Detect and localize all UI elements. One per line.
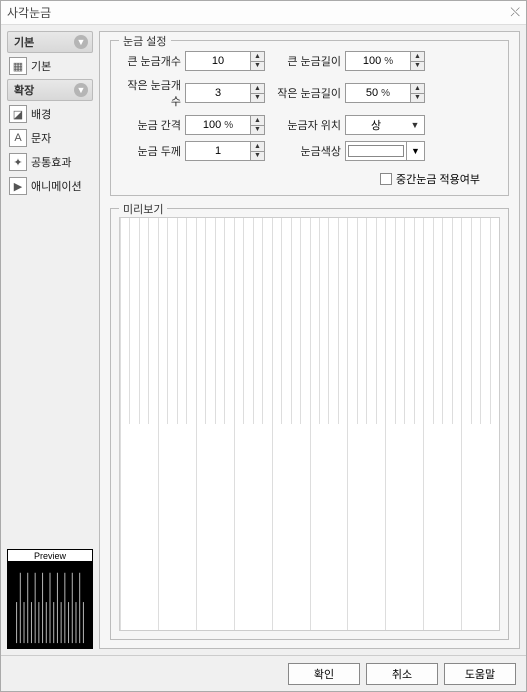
ok-button[interactable]: 확인	[288, 663, 360, 685]
spin-minor-count[interactable]: 3 ▲▼	[185, 83, 265, 103]
sidebar-section-label: 기본	[14, 34, 34, 50]
checkbox-label: 중간눈금 적용여부	[396, 171, 480, 187]
settings-fieldset: 눈금 설정 큰 눈금개수 10 ▲▼ 큰 눈금길이	[110, 40, 509, 196]
spinner-arrows[interactable]: ▲▼	[410, 52, 424, 70]
label-color: 눈금색상	[273, 143, 341, 159]
preview-fieldset: 미리보기	[110, 208, 509, 640]
sidebar-item-label: 공통효과	[31, 154, 71, 170]
spinner-arrows[interactable]: ▲▼	[250, 142, 264, 160]
sidebar-item-background[interactable]: ◪ 배경	[7, 103, 93, 125]
spinner-arrows[interactable]: ▲▼	[250, 116, 264, 134]
spin-thickness[interactable]: 1 ▲▼	[185, 141, 265, 161]
chevron-down-icon: ▼	[74, 35, 88, 49]
sidebar-section-basic[interactable]: 기본 ▼	[7, 31, 93, 53]
label-gap: 눈금 간격	[119, 117, 181, 133]
sidebar-item-label: 애니메이션	[31, 178, 82, 194]
combo-label-pos[interactable]: 상 ▼	[345, 115, 425, 135]
sidebar-item-label: 기본	[31, 58, 51, 74]
label-thickness: 눈금 두께	[119, 143, 181, 159]
image-icon: ◪	[9, 105, 27, 123]
checkbox-icon	[380, 173, 392, 185]
spin-gap[interactable]: 100% ▲▼	[185, 115, 265, 135]
sidebar-item-effect[interactable]: ✦ 공통효과	[7, 151, 93, 173]
spin-major-count[interactable]: 10 ▲▼	[185, 51, 265, 71]
label-major-count: 큰 눈금개수	[119, 53, 181, 69]
preview-area	[119, 217, 500, 631]
grid-icon: ▦	[9, 57, 27, 75]
sidebar-item-animation[interactable]: ▶ 애니메이션	[7, 175, 93, 197]
chevron-down-icon: ▼	[406, 116, 424, 134]
sidebar-item-label: 배경	[31, 106, 51, 122]
label-label-pos: 눈금자 위치	[273, 117, 341, 133]
animation-icon: ▶	[9, 177, 27, 195]
text-icon: A	[9, 129, 27, 147]
dialog-window: 사각눈금 ⤬ 기본 ▼ ▦ 기본 확장 ▼ ◪ 배경 A 문자	[0, 0, 527, 692]
checkbox-apply-mid[interactable]: 중간눈금 적용여부	[119, 171, 480, 187]
sidebar-item-label: 문자	[31, 130, 51, 146]
sidebar-preview: Preview	[7, 549, 93, 649]
preview-thumb-canvas	[8, 562, 92, 648]
sidebar-section-extended[interactable]: 확장 ▼	[7, 79, 93, 101]
window-title: 사각눈금	[7, 4, 51, 21]
spin-major-len[interactable]: 100% ▲▼	[345, 51, 425, 71]
help-button[interactable]: 도움말	[444, 663, 516, 685]
cancel-button[interactable]: 취소	[366, 663, 438, 685]
effect-icon: ✦	[9, 153, 27, 171]
close-icon[interactable]: ⤬	[510, 5, 520, 20]
spinner-arrows[interactable]: ▲▼	[410, 84, 424, 102]
preview-thumb-label: Preview	[8, 550, 92, 562]
combo-color[interactable]: ▼	[345, 141, 425, 161]
dialog-body: 기본 ▼ ▦ 기본 확장 ▼ ◪ 배경 A 문자 ✦ 공통효과	[1, 25, 526, 655]
spinner-arrows[interactable]: ▲▼	[250, 52, 264, 70]
color-swatch	[348, 145, 404, 157]
chevron-down-icon: ▼	[406, 142, 424, 160]
sidebar-item-text[interactable]: A 문자	[7, 127, 93, 149]
spinner-arrows[interactable]: ▲▼	[250, 84, 264, 102]
spin-minor-len[interactable]: 50% ▲▼	[345, 83, 425, 103]
sidebar-item-basic[interactable]: ▦ 기본	[7, 55, 93, 77]
label-major-len: 큰 눈금길이	[273, 53, 341, 69]
label-minor-count: 작은 눈금개수	[119, 77, 181, 109]
titlebar: 사각눈금 ⤬	[1, 1, 526, 25]
settings-legend: 눈금 설정	[119, 33, 171, 49]
sidebar-section-label: 확장	[14, 82, 34, 98]
sidebar: 기본 ▼ ▦ 기본 확장 ▼ ◪ 배경 A 문자 ✦ 공통효과	[7, 31, 93, 649]
dialog-footer: 확인 취소 도움말	[1, 655, 526, 691]
chevron-down-icon: ▼	[74, 83, 88, 97]
main-panel: 눈금 설정 큰 눈금개수 10 ▲▼ 큰 눈금길이	[99, 31, 520, 649]
preview-legend: 미리보기	[119, 201, 167, 217]
label-minor-len: 작은 눈금길이	[273, 85, 341, 101]
